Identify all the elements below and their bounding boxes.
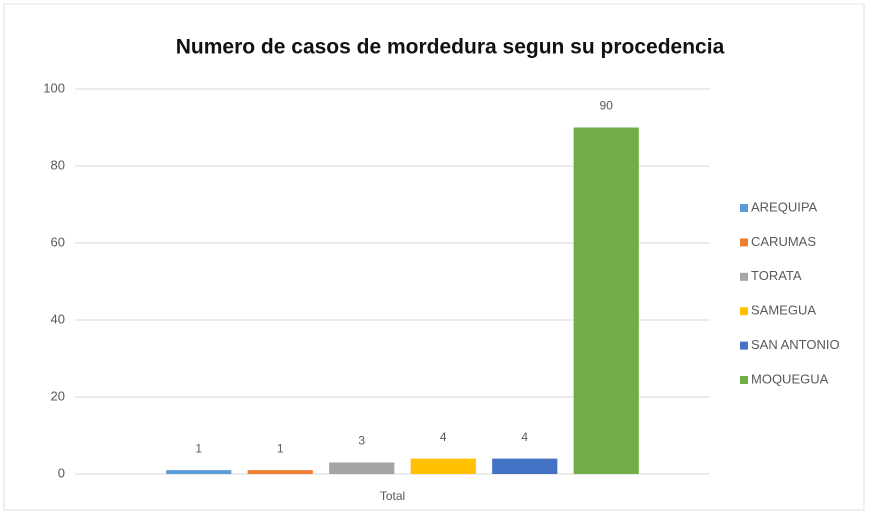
legend-label: AREQUIPA xyxy=(751,199,818,214)
x-tick-label: Total xyxy=(380,489,405,503)
legend-swatch xyxy=(740,204,748,212)
chart-title: Numero de casos de mordedura segun su pr… xyxy=(176,36,725,59)
y-tick-label: 20 xyxy=(51,388,65,403)
bar xyxy=(329,462,395,474)
chart-frame xyxy=(3,3,865,511)
legend-label: SAN ANTONIO xyxy=(751,337,840,352)
legend-swatch xyxy=(740,238,748,247)
y-tick-label: 0 xyxy=(58,465,65,480)
legend-label: MOQUEGUA xyxy=(751,371,829,386)
legend-label: CARUMAS xyxy=(751,234,816,249)
data-label: 4 xyxy=(440,430,447,444)
y-tick-label: 100 xyxy=(43,80,65,95)
legend-swatch xyxy=(740,307,748,316)
bar xyxy=(492,458,558,474)
y-tick-label: 80 xyxy=(51,157,65,172)
legend-label: SAMEGUA xyxy=(751,303,816,318)
data-label: 3 xyxy=(358,434,365,448)
legend-label: TORATA xyxy=(751,268,802,283)
bar xyxy=(410,458,476,474)
bar xyxy=(247,470,313,474)
data-label: 90 xyxy=(600,99,614,113)
data-label: 4 xyxy=(521,430,528,444)
y-tick-label: 40 xyxy=(51,311,65,326)
data-label: 1 xyxy=(277,441,284,455)
legend-swatch xyxy=(740,376,748,384)
legend-swatch xyxy=(740,341,748,350)
data-label: 1 xyxy=(195,441,202,455)
legend-swatch xyxy=(740,272,748,281)
bar xyxy=(166,470,232,474)
bar xyxy=(573,127,639,474)
y-tick-label: 60 xyxy=(51,234,65,249)
